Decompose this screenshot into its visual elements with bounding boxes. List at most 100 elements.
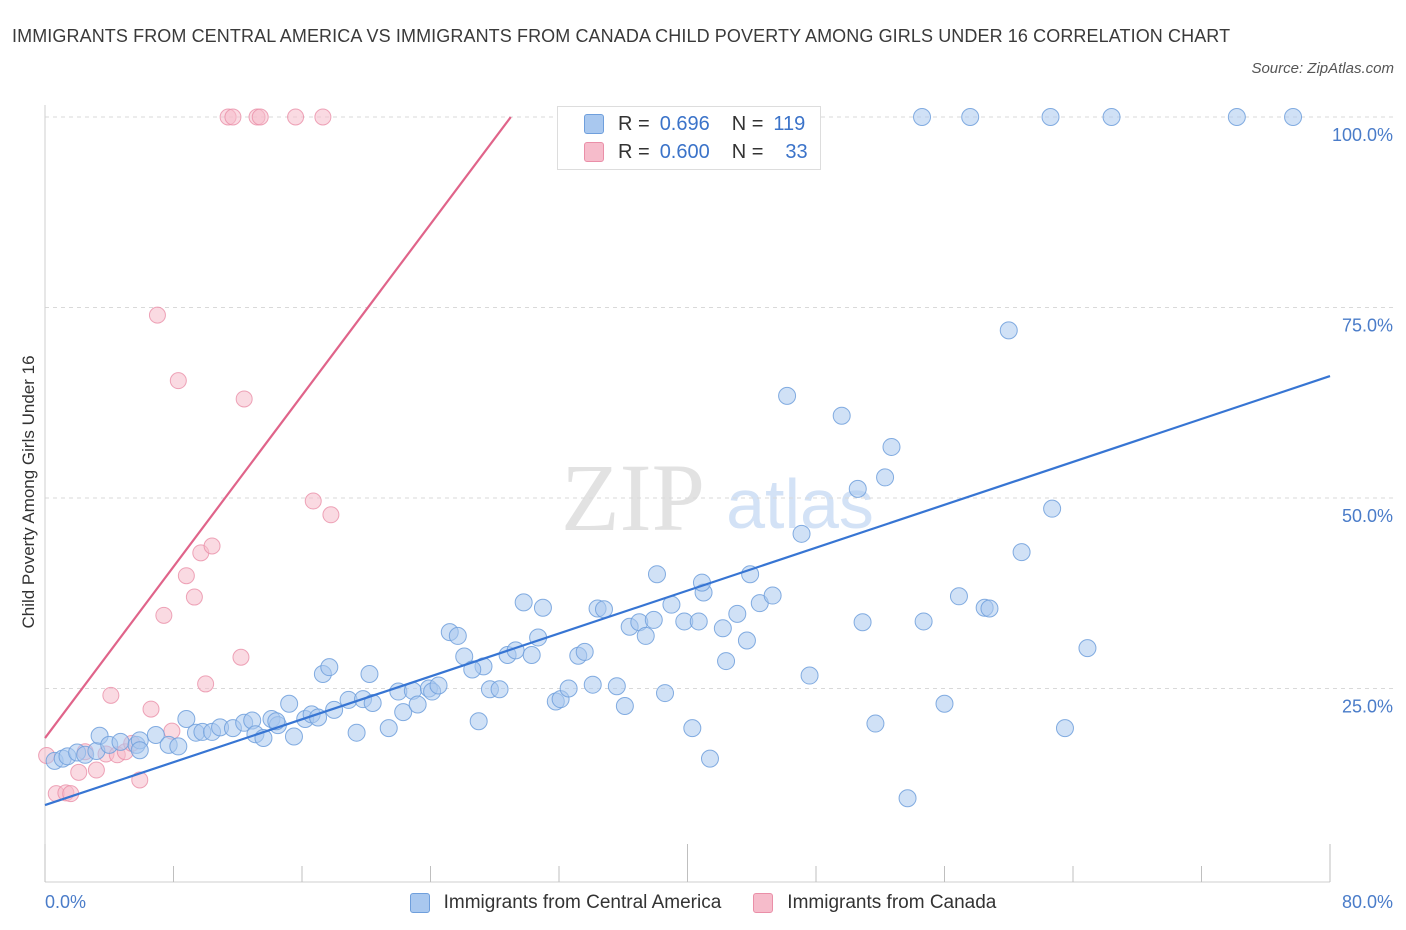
central-america-point (1078, 639, 1097, 658)
legend-r-label: R = (618, 140, 650, 163)
central-america-point (280, 694, 299, 713)
central-america-point (169, 737, 188, 756)
central-america-point (408, 695, 427, 714)
central-america-point (1041, 108, 1060, 126)
central-america-point (177, 709, 196, 728)
canada-point (87, 761, 105, 779)
legend-n-label: N = (731, 140, 764, 163)
canada-point (70, 763, 88, 781)
central-america-point (848, 479, 867, 498)
central-america-point (713, 619, 732, 638)
trend-lines (44, 116, 1331, 807)
central-america-point (360, 665, 379, 684)
central-america-trend-line (44, 375, 1331, 807)
legend-r-label: R = (618, 112, 650, 135)
central-america-point (448, 626, 467, 645)
central-america-point (778, 386, 797, 405)
x-tick-labels: 0.0% 80.0% (45, 892, 1393, 912)
legend-n-label: N = (731, 112, 764, 135)
central-america-point (728, 604, 747, 623)
central-america-point (559, 679, 578, 698)
central-america-point (913, 108, 932, 126)
canada-point (185, 588, 203, 606)
y-tick-label: 100.0% (1332, 125, 1393, 145)
central-america-point (533, 598, 552, 617)
central-america-point (379, 719, 398, 738)
legend-row-canada: R = 0.600 N = 33 (584, 139, 808, 165)
chart-source: Source: ZipAtlas.com (1251, 60, 1394, 77)
legend-label-central-america: Immigrants from Central America (443, 892, 722, 913)
central-america-point (1055, 719, 1074, 738)
canada-point (203, 537, 221, 555)
x-tick-label: 0.0% (45, 892, 86, 912)
central-america-point (935, 694, 954, 713)
central-america-point (999, 321, 1018, 340)
central-america-point (320, 658, 339, 677)
central-america-point (469, 712, 488, 731)
central-america-point (284, 727, 303, 746)
central-america-point (583, 675, 602, 694)
central-america-point (683, 719, 702, 738)
legend-item-canada: Immigrants from Canada (753, 892, 996, 914)
y-tick-label: 75.0% (1342, 316, 1393, 336)
central-america-point (607, 677, 626, 696)
canada-point (251, 108, 269, 126)
central-america-point (644, 610, 663, 629)
central-america-point (636, 626, 655, 645)
central-america-point (980, 599, 999, 618)
central-america-point (700, 749, 719, 768)
canada-point (142, 700, 160, 718)
central-america-point (949, 587, 968, 606)
central-america-point (514, 593, 533, 612)
correlation-legend: R = 0.696 N = 119 R = 0.600 N = 33 (557, 106, 821, 170)
canada-point (322, 506, 340, 524)
canada-point (304, 492, 322, 510)
y-tick-label: 50.0% (1342, 506, 1393, 526)
central-america-point (615, 697, 634, 716)
legend-r-value: 0.696 (659, 112, 710, 135)
canada-point (197, 675, 215, 693)
canada-point (224, 108, 242, 126)
canada-point (148, 306, 166, 324)
legend-row-central-america: R = 0.696 N = 119 (584, 111, 805, 137)
central-america-point (130, 741, 149, 760)
central-america-point (898, 789, 917, 808)
blue-swatch (409, 893, 430, 913)
pink-swatch (584, 142, 604, 162)
central-america-point (490, 680, 509, 699)
canada-point (155, 606, 173, 624)
y-tick-label: 25.0% (1342, 697, 1393, 717)
central-america-point (394, 703, 413, 722)
central-america-point (717, 652, 736, 671)
central-america-point (792, 524, 811, 543)
canada-point (169, 372, 187, 390)
central-america-point (800, 666, 819, 685)
central-america-point (463, 660, 482, 679)
central-america-point (914, 612, 933, 631)
canada-point (235, 390, 253, 408)
legend-n-value: 119 (773, 112, 806, 135)
legend-item-central-america: Immigrants from Central America (409, 892, 722, 914)
canada-point (232, 648, 250, 666)
central-america-point (1102, 108, 1121, 126)
central-america-point (429, 676, 448, 695)
central-america-point (737, 631, 756, 650)
pink-swatch (753, 893, 774, 913)
central-america-point (522, 645, 541, 664)
central-america-point (853, 613, 872, 632)
central-america-point (763, 586, 782, 605)
central-america-point (647, 565, 666, 584)
central-america-point (1227, 108, 1246, 126)
series-legend: Immigrants from Central America Immigran… (0, 888, 1406, 918)
blue-swatch (584, 114, 604, 134)
central-america-point (832, 406, 851, 425)
legend-r-value: 0.600 (659, 140, 710, 163)
central-america-point (961, 108, 980, 126)
central-america-point (325, 700, 344, 719)
legend-label-canada: Immigrants from Canada (787, 892, 997, 913)
x-tick-label: 80.0% (1342, 892, 1393, 912)
canada-trend-line (44, 116, 512, 739)
canada-point (177, 567, 195, 585)
central-america-point (656, 684, 675, 703)
